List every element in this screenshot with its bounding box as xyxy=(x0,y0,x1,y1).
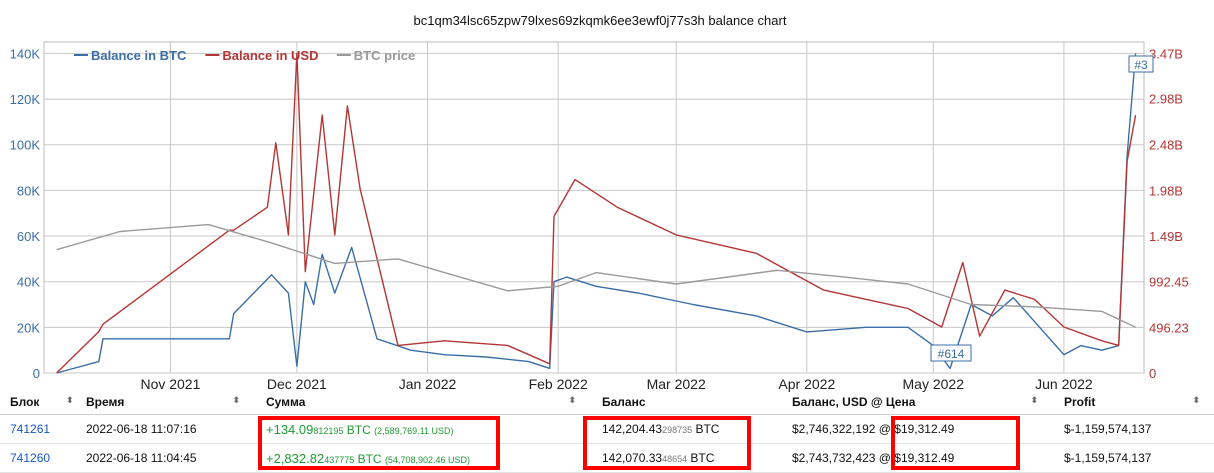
transactions-table: Блок ⬍ Время ⬍ Сумма ⬍ Баланс Баланс, USD @… xyxy=(0,390,1214,473)
right-axis: 0 496.23 992.45 1.49B 1.98B 2.48B 2.98B 3.47B xyxy=(1149,46,1189,381)
legend-item: Balance in USD xyxy=(222,48,318,63)
block-link[interactable]: 741261 xyxy=(10,422,51,436)
balance-chart: bc1qm34lsc65zpw79lxes69zkqmk6ee3ewf0j77s… xyxy=(10,13,1189,392)
y-tick-label-left: 40K xyxy=(17,275,40,290)
x-tick-label: Feb 2022 xyxy=(529,376,588,392)
series-line-balance-in-btc xyxy=(56,53,1137,374)
legend-item: Balance in BTC xyxy=(91,48,187,63)
y-tick-label-right: 1.98B xyxy=(1149,184,1183,199)
cell-block[interactable]: 741261 xyxy=(0,414,76,444)
y-tick-label-left: 120K xyxy=(10,92,41,107)
plot-frame xyxy=(43,41,1145,374)
annotation-label: #3 xyxy=(1134,58,1148,72)
sort-icon: ⬍ xyxy=(1030,395,1038,405)
cell-block[interactable]: 741260 xyxy=(0,443,76,473)
sort-icon: ⬍ xyxy=(232,395,240,405)
cell-profit: $-1,159,574,137 xyxy=(1054,414,1214,444)
table-row: 741261 2022-06-18 11:07:16 +134.09812195… xyxy=(0,414,1214,444)
sort-icon: ⬍ xyxy=(66,395,74,405)
y-tick-label-right: 1.49B xyxy=(1149,229,1183,244)
series-line-balance-in-usd xyxy=(56,52,1137,374)
y-tick-label-left: 80K xyxy=(17,183,40,198)
cell-balance-usd: $2,746,322,192 @ $19,312.49 xyxy=(782,414,1054,444)
y-tick-label-right: 2.98B xyxy=(1149,92,1183,107)
annotation-box xyxy=(1128,55,1154,73)
col-balance[interactable]: Баланс xyxy=(592,390,782,415)
y-tick-label-left: 100K xyxy=(10,138,41,153)
annotations: #3 #614 xyxy=(930,55,1154,362)
col-time[interactable]: Время ⬍ xyxy=(76,390,256,415)
table-header-row: Блок ⬍ Время ⬍ Сумма ⬍ Баланс Баланс, USD @… xyxy=(0,390,1214,415)
legend-item: BTC price xyxy=(354,48,415,63)
y-tick-label-left: 140K xyxy=(10,46,41,61)
annotation-box xyxy=(930,344,972,362)
x-tick-label: Dec 2021 xyxy=(267,376,327,392)
col-balance-usd[interactable]: Баланс, USD @ Цена ⬍ xyxy=(782,390,1054,415)
y-tick-label-left: 0 xyxy=(33,366,40,381)
y-tick-label-right: 992.45 xyxy=(1149,275,1189,290)
grid xyxy=(44,42,1144,374)
x-tick-label: Jan 2022 xyxy=(399,376,457,392)
sort-icon: ⬍ xyxy=(1192,395,1200,405)
col-profit[interactable]: Profit ⬍ xyxy=(1054,390,1214,415)
block-link[interactable]: 741260 xyxy=(10,451,51,465)
cell-time: 2022-06-18 11:07:16 xyxy=(76,414,256,444)
y-tick-label-left: 60K xyxy=(17,229,40,244)
cell-balance: 142,204.43298735 BTC xyxy=(592,414,782,444)
x-tick-label: Apr 2022 xyxy=(778,376,835,392)
sort-icon: ⬍ xyxy=(568,395,576,405)
cell-time: 2022-06-18 11:04:45 xyxy=(76,443,256,473)
x-tick-label: Jun 2022 xyxy=(1035,376,1093,392)
y-tick-label-right: 2.48B xyxy=(1149,138,1183,153)
series-lines xyxy=(56,52,1137,374)
cell-amount: +134.09812195 BTC (2,589,769.11 USD) xyxy=(256,414,592,444)
col-amount[interactable]: Сумма ⬍ xyxy=(256,390,592,415)
series-line-btc-price xyxy=(56,223,1136,328)
y-tick-label-right: 0 xyxy=(1149,366,1156,381)
x-tick-label: May 2022 xyxy=(903,376,965,392)
cell-profit: $-1,159,574,137 xyxy=(1054,443,1214,473)
x-tick-label: Nov 2021 xyxy=(140,376,200,392)
cell-amount: +2,832.82437775 BTC (54,708,902.46 USD) xyxy=(256,443,592,473)
left-axis: 0 20K 40K 60K 80K 100K 120K 140K xyxy=(10,46,41,381)
y-tick-label-right: 3.47B xyxy=(1149,46,1183,61)
table-row: 741260 2022-06-18 11:04:45 +2,832.824377… xyxy=(0,443,1214,473)
y-tick-label-left: 20K xyxy=(17,320,40,335)
cell-balance: 142,070.3348654 BTC xyxy=(592,443,782,473)
y-tick-label-right: 496.23 xyxy=(1149,320,1189,335)
cell-balance-usd: $2,743,732,423 @ $19,312.49 xyxy=(782,443,1054,473)
col-block[interactable]: Блок ⬍ xyxy=(0,390,76,415)
legend[interactable]: Balance in BTC Balance in USD BTC price xyxy=(74,48,415,63)
x-axis: Nov 2021 Dec 2021 Jan 2022 Feb 2022 Mar 2022… xyxy=(140,376,1092,392)
annotation-label: #614 xyxy=(938,347,965,361)
chart-title: bc1qm34lsc65zpw79lxes69zkqmk6ee3ewf0j77s… xyxy=(414,13,787,28)
x-tick-label: Mar 2022 xyxy=(647,376,706,392)
